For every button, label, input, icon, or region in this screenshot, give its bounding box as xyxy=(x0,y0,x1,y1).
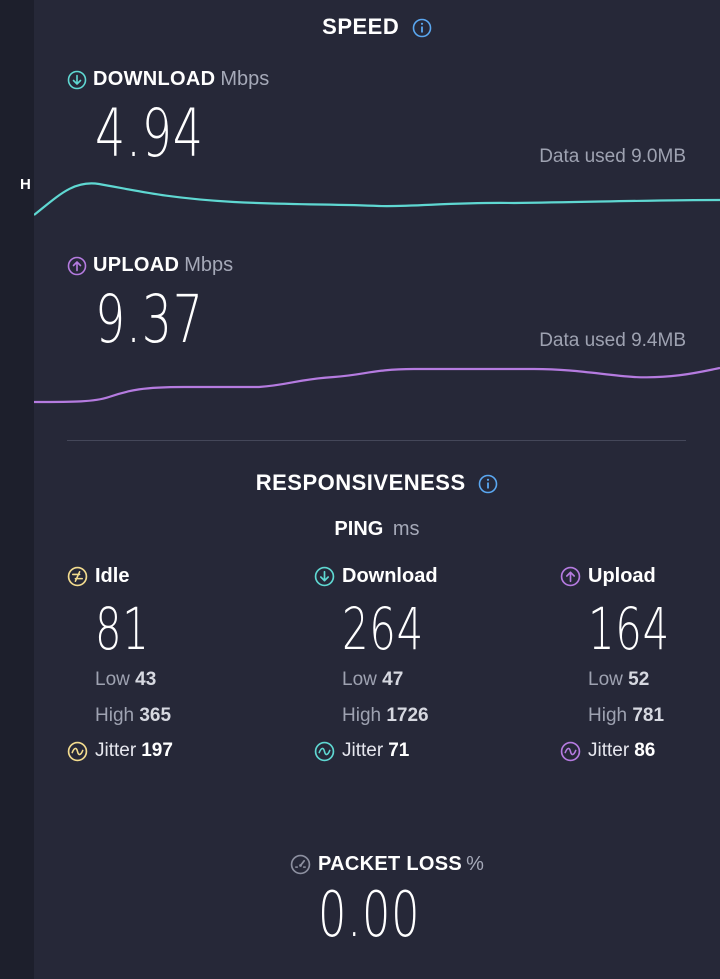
side-panel: H xyxy=(0,0,34,979)
idle-jitter-value: 197 xyxy=(141,740,173,761)
ping-download-column: Download 264 Low 47 High 1726 Jitter 71 xyxy=(314,565,464,761)
upload-header: UPLOAD Mbps xyxy=(67,254,233,277)
responsiveness-title-text: RESPONSIVENESS xyxy=(255,470,466,495)
download-speed-graph xyxy=(34,182,720,216)
speed-info-icon[interactable] xyxy=(412,18,432,38)
download-label: DOWNLOAD xyxy=(93,68,216,90)
idle-high: High 365 xyxy=(95,705,171,727)
download-low-label: Low xyxy=(342,669,377,690)
idle-lines-icon xyxy=(67,566,88,587)
idle-low-value: 43 xyxy=(135,669,157,690)
upload-graph-line xyxy=(34,366,720,404)
upload-ping-value: 164 xyxy=(588,595,670,663)
download-ping-value: 264 xyxy=(342,595,424,663)
upload-high: High 781 xyxy=(588,705,664,727)
idle-jitter-label: Jitter xyxy=(95,740,137,761)
upload-low: Low 52 xyxy=(588,669,649,691)
ping-label-text: PING xyxy=(334,518,384,540)
download-jitter-label: Jitter xyxy=(342,740,384,761)
upload-arrow-icon xyxy=(67,256,87,275)
idle-label: Idle xyxy=(95,565,130,587)
download-speed-value: 4.94 xyxy=(95,95,204,172)
idle-low: Low 43 xyxy=(95,669,156,691)
download-jitter-value: 71 xyxy=(388,740,410,761)
download-ping-label: Download xyxy=(342,565,438,587)
upload-jitter-value: 86 xyxy=(634,740,656,761)
upload-high-label: High xyxy=(588,705,628,726)
upload-high-value: 781 xyxy=(632,705,665,726)
section-divider xyxy=(67,440,686,441)
download-header: DOWNLOAD Mbps xyxy=(67,68,269,91)
side-panel-letter: H xyxy=(20,176,31,193)
packet-loss-gauge-icon xyxy=(290,854,311,875)
idle-high-value: 365 xyxy=(139,705,172,726)
idle-high-label: High xyxy=(95,705,135,726)
jitter-wave-icon xyxy=(560,741,581,761)
speed-title: SPEED xyxy=(34,14,720,40)
download-high-value: 1726 xyxy=(386,705,429,726)
download-high-label: High xyxy=(342,705,382,726)
download-jitter: Jitter 71 xyxy=(314,740,409,762)
download-data-used: Data used 9.0MB xyxy=(539,146,686,167)
upload-jitter-label: Jitter xyxy=(588,740,630,761)
download-graph-line xyxy=(34,182,720,216)
upload-label: UPLOAD xyxy=(93,254,180,276)
upload-unit: Mbps xyxy=(184,254,234,276)
ping-label: PING ms xyxy=(34,518,720,541)
idle-jitter: Jitter 197 xyxy=(67,740,173,762)
upload-low-label: Low xyxy=(588,669,623,690)
ping-idle-column: Idle 81 Low 43 High 365 Jitter 197 xyxy=(67,565,217,761)
packet-loss-value: 0.00 xyxy=(318,878,421,951)
jitter-wave-icon xyxy=(67,741,88,761)
speed-title-text: SPEED xyxy=(322,14,400,39)
download-low-value: 47 xyxy=(382,669,404,690)
upload-speed-value: 9.37 xyxy=(95,281,204,358)
upload-ping-label: Upload xyxy=(588,565,656,587)
packet-loss-header: PACKET LOSS % xyxy=(290,853,484,876)
upload-speed-graph xyxy=(34,366,720,404)
idle-low-label: Low xyxy=(95,669,130,690)
jitter-wave-icon xyxy=(314,741,335,761)
packet-loss-unit: % xyxy=(466,853,484,875)
responsiveness-title: RESPONSIVENESS xyxy=(34,470,720,496)
upload-low-value: 52 xyxy=(628,669,650,690)
upload-data-used: Data used 9.4MB xyxy=(539,330,686,351)
ping-unit: ms xyxy=(392,518,420,540)
download-high: High 1726 xyxy=(342,705,429,727)
download-unit: Mbps xyxy=(220,68,270,90)
ping-upload-column: Upload 164 Low 52 High 781 Jitter 86 xyxy=(560,565,710,761)
responsiveness-info-icon[interactable] xyxy=(478,474,498,494)
idle-ping-value: 81 xyxy=(95,595,150,663)
download-arrow-icon xyxy=(67,70,87,89)
download-arrow-icon xyxy=(314,566,335,587)
packet-loss-label: PACKET LOSS xyxy=(318,853,463,875)
download-low: Low 47 xyxy=(342,669,403,691)
upload-jitter: Jitter 86 xyxy=(560,740,655,762)
upload-arrow-icon xyxy=(560,566,581,587)
